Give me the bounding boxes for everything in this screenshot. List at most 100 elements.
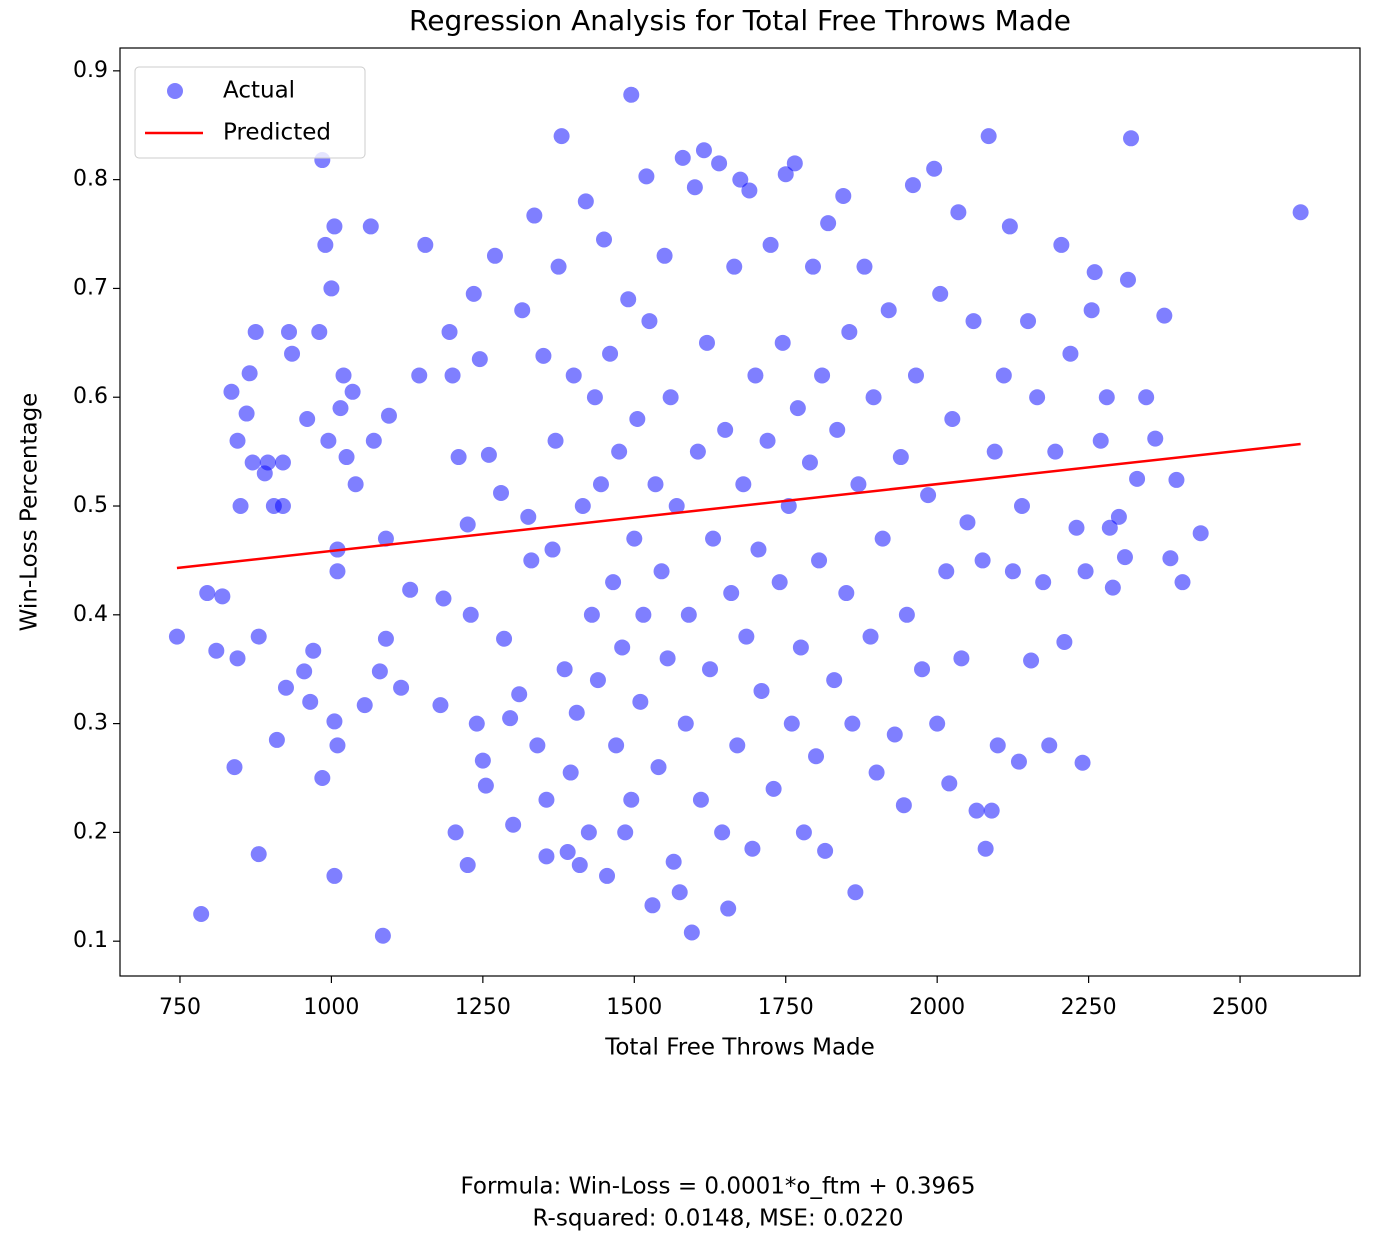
data-point [417,236,434,253]
data-point [771,574,788,591]
data-point [814,367,831,384]
data-point [804,258,821,275]
data-point [477,777,494,794]
data-point [529,737,546,754]
data-point [732,171,749,188]
x-tick-label: 2500 [1212,995,1268,1020]
data-point [168,628,185,645]
data-point [1062,345,1079,362]
data-point [565,367,582,384]
data-point [208,642,225,659]
data-point [977,840,994,857]
data-point [926,160,943,177]
data-point [711,155,728,172]
data-point [505,816,522,833]
data-point [241,365,258,382]
data-point [886,726,903,743]
data-point [868,764,885,781]
data-point [835,187,852,204]
data-point [850,476,867,493]
data-point [650,759,667,776]
data-point [1156,307,1173,324]
data-point [865,389,882,406]
data-point [705,530,722,547]
data-point [895,797,912,814]
data-point [698,334,715,351]
data-point [1104,579,1121,596]
data-point [665,853,682,870]
data-point [314,769,331,786]
data-point [380,407,397,424]
scatter-series [168,86,1309,944]
x-tick-label: 1750 [758,995,814,1020]
data-point [193,905,210,922]
data-point [332,400,349,417]
data-point [538,791,555,808]
data-point [959,514,976,531]
data-point [447,824,464,841]
data-point [250,846,267,863]
data-point [462,606,479,623]
data-point [656,247,673,264]
data-point [284,345,301,362]
data-point [929,715,946,732]
data-point [317,236,334,253]
data-point [311,323,328,340]
data-point [953,650,970,667]
data-point [644,897,661,914]
data-point [523,552,540,569]
data-point [553,128,570,145]
y-tick-label: 0.7 [73,275,108,300]
data-point [792,639,809,656]
data-point [980,128,997,145]
data-point [714,824,731,841]
data-point [468,715,485,732]
data-point [1053,236,1070,253]
data-point [626,530,643,547]
data-point [347,476,364,493]
data-point [786,155,803,172]
data-point [459,516,476,533]
data-point [274,454,291,471]
data-point [393,679,410,696]
data-point [526,207,543,224]
data-point [323,280,340,297]
data-point [365,432,382,449]
legend-box [134,66,366,159]
data-point [229,650,246,667]
data-point [944,410,961,427]
data-point [862,628,879,645]
legend-marker [167,83,183,99]
data-point [629,410,646,427]
data-point [841,323,858,340]
data-point [356,697,373,714]
data-point [974,552,991,569]
data-point [1101,519,1118,536]
data-point [214,588,231,605]
data-point [986,443,1003,460]
annotation: R-squared: 0.0148, MSE: 0.0220 [533,1206,904,1232]
data-point [689,443,706,460]
data-point [904,177,921,194]
data-point [514,302,531,319]
chart-title: Regression Analysis for Total Free Throw… [409,4,1071,37]
data-point [1041,737,1058,754]
data-point [638,168,655,185]
y-tick-label: 0.3 [73,711,108,736]
data-point [765,780,782,797]
data-point [362,218,379,235]
data-point [723,585,740,602]
data-point [568,704,585,721]
data-point [268,731,285,748]
data-point [829,421,846,438]
data-point [1292,204,1309,221]
data-point [320,432,337,449]
data-point [326,713,343,730]
data-point [580,824,597,841]
data-point [538,848,555,865]
data-point [702,661,719,678]
data-point [444,367,461,384]
data-point [965,313,982,330]
data-point [662,389,679,406]
data-point [774,334,791,351]
